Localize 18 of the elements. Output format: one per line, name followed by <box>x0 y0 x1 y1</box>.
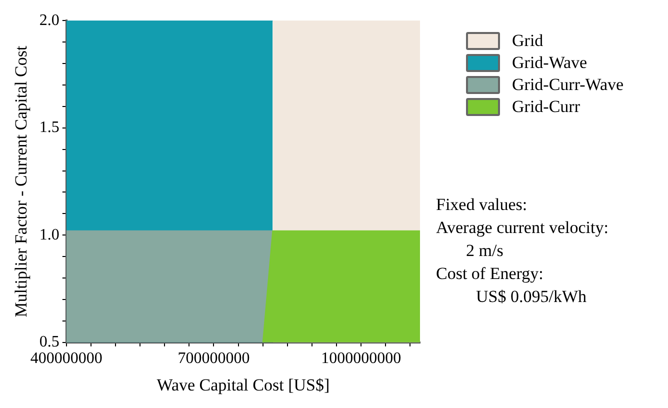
text: Grid-Wave <box>512 53 588 73</box>
x-tick-label: 1000000000 <box>321 350 402 368</box>
legend-label: Grid-Curr <box>512 97 580 117</box>
text: US$ 0.095/kWh <box>475 286 588 308</box>
x-tick-label: 400000000 <box>30 350 102 368</box>
x-tick-label: 700000000 <box>178 350 250 368</box>
y-tick-label: 1.0 <box>39 226 60 244</box>
legend-label: Grid-Curr-Wave <box>512 75 624 95</box>
y-axis-title: Multiplier Factor - Current Capital Cost <box>12 45 31 318</box>
text: 2 m/s <box>465 240 504 262</box>
y-tick-label: 0.5 <box>39 334 60 351</box>
text: Average current velocity: <box>436 217 608 239</box>
legend-label: Grid <box>512 31 544 51</box>
text: Cost of Energy: <box>436 263 544 285</box>
x-axis-title: Wave Capital Cost [US$] <box>156 375 330 394</box>
text: Fixed values: <box>436 194 528 216</box>
y-tick-label: 2.0 <box>39 12 60 29</box>
y-tick-label: 1.5 <box>39 119 60 136</box>
